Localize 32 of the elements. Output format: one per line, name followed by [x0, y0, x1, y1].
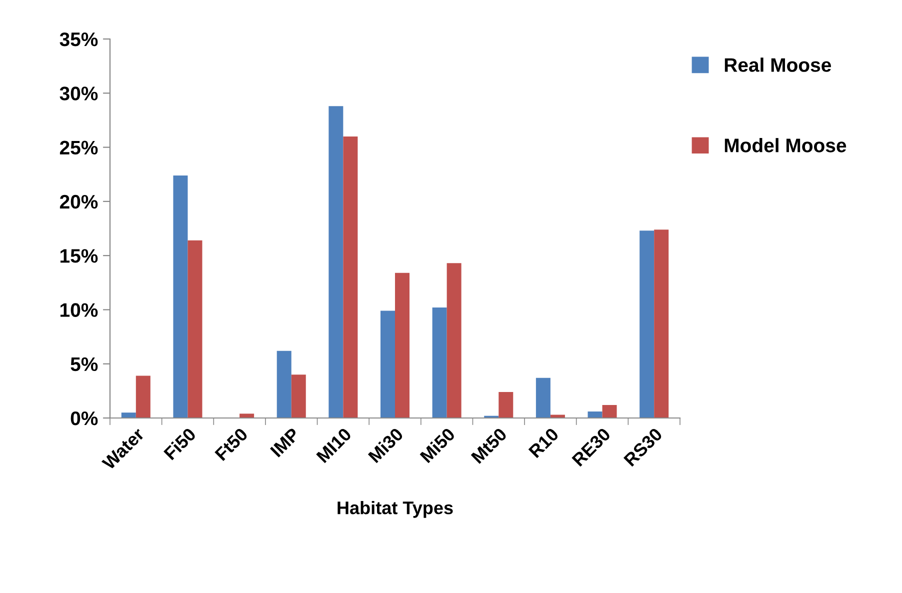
bar: [188, 240, 202, 418]
y-tick-label: 0%: [70, 411, 98, 426]
bar: [291, 374, 306, 418]
bar: [121, 412, 136, 418]
bar: [395, 272, 410, 418]
legend-label: Model Moose: [724, 138, 846, 152]
bar: [432, 308, 447, 418]
x-tick-label: IMP: [270, 427, 300, 458]
bar: [602, 405, 617, 418]
bar: [328, 106, 344, 418]
y-tick-label: 30%: [60, 86, 98, 100]
bar: [588, 412, 602, 418]
legend-label: Real Moose: [724, 58, 832, 72]
x-tick-label: R10: [528, 427, 560, 458]
y-tick-label: 25%: [60, 140, 98, 155]
y-tick-label: 35%: [60, 32, 98, 46]
bar: [343, 136, 358, 418]
bar: [136, 376, 150, 418]
y-tick-label: 5%: [70, 357, 98, 372]
bar: [536, 378, 550, 418]
bar: [654, 230, 669, 418]
y-tick-label: 15%: [60, 249, 98, 263]
bar: [276, 350, 292, 418]
y-tick-label: 10%: [60, 303, 98, 317]
bar: [446, 263, 462, 418]
bar: [173, 175, 188, 418]
bar: [380, 310, 395, 418]
x-axis-title: Habitat Types: [338, 501, 453, 518]
bar: [498, 392, 514, 418]
bar: [640, 230, 654, 418]
bar: [240, 414, 254, 418]
y-tick-label: 20%: [60, 194, 98, 209]
